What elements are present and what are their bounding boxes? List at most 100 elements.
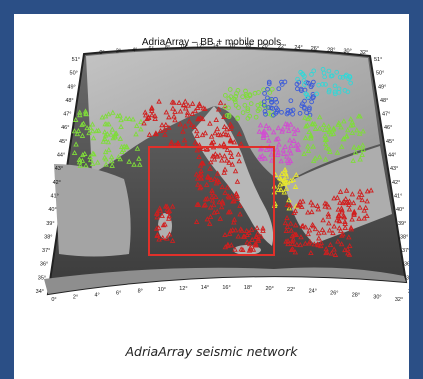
station-marker [161, 126, 168, 132]
station-marker [204, 216, 211, 222]
station-marker [246, 241, 253, 247]
lat-tick-label: 41° [50, 193, 58, 199]
station-marker [285, 110, 291, 116]
station-marker [306, 227, 313, 233]
station-marker [341, 118, 347, 124]
station-marker [232, 168, 239, 174]
station-marker [305, 209, 311, 215]
station-marker [321, 121, 327, 128]
station-marker [204, 145, 211, 151]
station-marker [154, 209, 160, 215]
station-marker [217, 152, 223, 158]
station-marker [211, 175, 218, 182]
station-marker [302, 82, 307, 88]
station-marker [225, 132, 231, 138]
station-marker [326, 146, 332, 152]
station-marker [213, 116, 219, 122]
station-marker [346, 251, 353, 257]
lon-tick-label: 0° [51, 297, 56, 303]
station-marker [222, 166, 228, 172]
station-marker [319, 226, 326, 232]
station-marker [330, 130, 337, 136]
lat-tick-label: 47° [63, 112, 71, 118]
station-marker [309, 221, 316, 227]
station-marker [105, 139, 112, 145]
station-marker [177, 108, 184, 114]
station-marker [105, 111, 112, 117]
station-marker [82, 108, 89, 114]
station-marker [77, 162, 84, 168]
station-marker [342, 195, 349, 202]
station-marker [188, 122, 195, 128]
lat-tick-label: 40° [396, 207, 404, 213]
lat-tick-label: 37° [402, 248, 409, 254]
station-marker [156, 236, 162, 242]
station-marker [290, 107, 296, 113]
lon-tick-label: 6° [116, 290, 121, 296]
station-marker [236, 158, 242, 164]
station-marker [207, 213, 214, 219]
lat-tick-label: 42° [392, 180, 400, 186]
lat-tick-label: 41° [394, 193, 402, 199]
highlight-box [148, 146, 275, 256]
station-marker [228, 193, 235, 199]
station-marker [209, 194, 215, 200]
station-marker [254, 233, 260, 240]
station-marker [349, 191, 356, 197]
station-marker [348, 116, 354, 122]
map-svg: 0° 2° 4° 6° 8° 10° 12° 14° 16° 18° 20° 22° 24° 26° 28°… [36, 43, 417, 303]
station-marker [243, 227, 250, 234]
station-marker [117, 112, 123, 118]
station-marker [262, 109, 268, 114]
lon-tick-label: 14° [212, 43, 220, 49]
station-marker [168, 141, 174, 147]
station-marker [87, 154, 93, 160]
station-marker [159, 234, 166, 240]
lat-tick-label: 35° [406, 275, 409, 281]
station-marker [349, 119, 356, 125]
lat-tick-label: 43° [55, 166, 63, 172]
station-markers [71, 66, 374, 257]
station-marker [109, 162, 115, 168]
station-marker [94, 159, 101, 165]
station-marker [265, 86, 270, 92]
lon-tick-label: 12° [196, 44, 204, 50]
station-marker [284, 153, 290, 159]
station-marker [286, 205, 293, 211]
station-marker [72, 116, 79, 122]
lon-tick-label: 26° [311, 46, 319, 52]
lat-tick-label: 46° [61, 125, 69, 131]
station-marker [312, 226, 319, 232]
station-marker [153, 130, 159, 136]
station-marker [83, 162, 89, 168]
station-marker [80, 151, 86, 158]
station-marker [123, 115, 129, 121]
station-marker [292, 231, 298, 237]
lat-tick-label: 39° [398, 221, 406, 227]
station-marker [227, 125, 234, 131]
station-marker [323, 141, 329, 147]
station-marker [192, 139, 199, 145]
lat-labels-left: 51° 50° 49° 48° 47° 46° 45° 44° 43° 42° 41° 40° 39° 3… [36, 57, 80, 295]
station-marker [103, 156, 109, 162]
station-marker [344, 133, 350, 139]
station-marker [228, 242, 235, 248]
station-marker [284, 223, 291, 229]
lat-tick-label: 38° [400, 234, 408, 240]
station-marker [246, 229, 252, 235]
station-marker [310, 157, 317, 163]
station-marker [235, 116, 241, 122]
station-marker [219, 183, 226, 190]
station-marker [212, 130, 218, 136]
station-marker [80, 120, 87, 126]
station-marker [310, 143, 316, 149]
station-marker [112, 132, 118, 138]
lon-tick-label: 24° [294, 45, 302, 51]
station-marker [273, 136, 280, 142]
station-marker [263, 146, 270, 152]
station-marker [84, 125, 90, 131]
station-marker [131, 161, 137, 167]
lat-tick-label: 48° [380, 98, 388, 104]
station-marker [331, 246, 337, 252]
lat-tick-label: 34° [408, 289, 409, 295]
